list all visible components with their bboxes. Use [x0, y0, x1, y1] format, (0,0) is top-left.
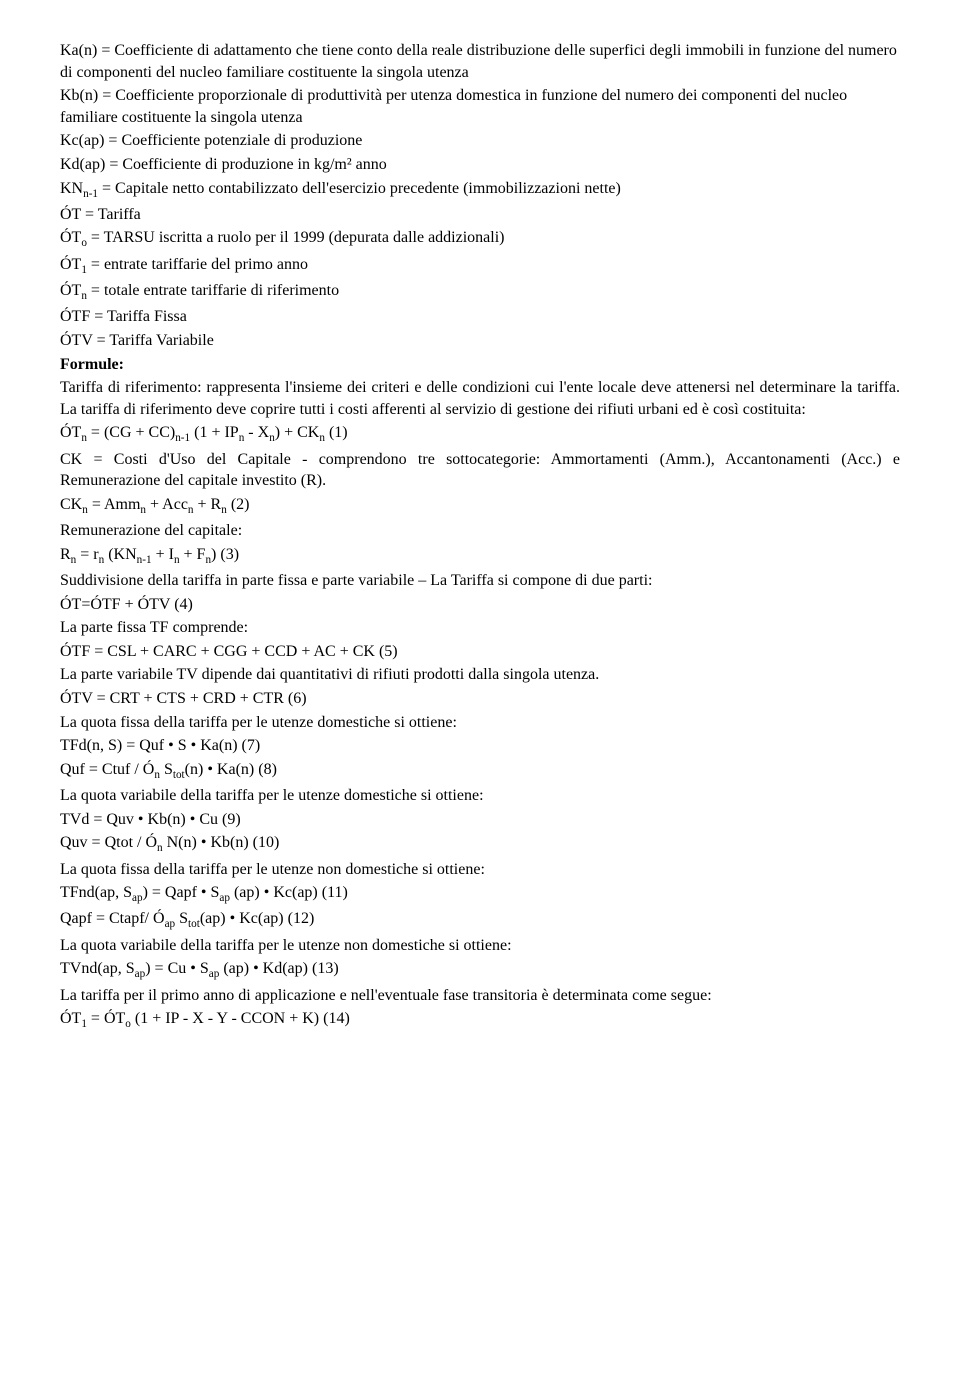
definition-line: Kc(ap) = Coefficiente potenziale di prod… — [60, 130, 900, 152]
formula-line: ÓT1 = ÓTo (1 + IP - X - Y - CCON + K) (1… — [60, 1008, 900, 1032]
formulas-section: Formule: Tariffa di riferimento: rappres… — [60, 354, 900, 1033]
formula-line: CK = Costi d'Uso del Capitale - comprend… — [60, 449, 900, 492]
formula-line: La tariffa per il primo anno di applicaz… — [60, 985, 900, 1007]
formula-line: Qapf = Ctapf/ Óap Stot(ap) • Kc(ap) (12) — [60, 908, 900, 932]
formula-line: La quota variabile della tariffa per le … — [60, 935, 900, 957]
formula-line: CKn = Ammn + Accn + Rn (2) — [60, 494, 900, 518]
formula-line: Quf = Ctuf / Ón Stot(n) • Ka(n) (8) — [60, 759, 900, 783]
formula-line: TVd = Quv • Kb(n) • Cu (9) — [60, 809, 900, 831]
formula-line: Remunerazione del capitale: — [60, 520, 900, 542]
definition-line: Kd(ap) = Coefficiente di produzione in k… — [60, 154, 900, 176]
formula-line: La quota variabile della tariffa per le … — [60, 785, 900, 807]
formula-line: ÓTV = CRT + CTS + CRD + CTR (6) — [60, 688, 900, 710]
definition-line: Ka(n) = Coefficiente di adattamento che … — [60, 40, 900, 83]
formula-line: TFd(n, S) = Quf • S • Ka(n) (7) — [60, 735, 900, 757]
formulas-title: Formule: — [60, 354, 900, 376]
formula-line: Quv = Qtot / Ón N(n) • Kb(n) (10) — [60, 832, 900, 856]
formula-line: Rn = rn (KNn-1 + In + Fn) (3) — [60, 544, 900, 568]
definition-line: ÓTo = TARSU iscritta a ruolo per il 1999… — [60, 227, 900, 251]
formula-line: ÓT=ÓTF + ÓTV (4) — [60, 594, 900, 616]
formula-line: ÓTF = CSL + CARC + CGG + CCD + AC + CK (… — [60, 641, 900, 663]
formula-line: TFnd(ap, Sap) = Qapf • Sap (ap) • Kc(ap)… — [60, 882, 900, 906]
definition-line: KNn-1 = Capitale netto contabilizzato de… — [60, 178, 900, 202]
definition-line: ÓTF = Tariffa Fissa — [60, 306, 900, 328]
formula-line: La quota fissa della tariffa per le uten… — [60, 712, 900, 734]
definitions-block: Ka(n) = Coefficiente di adattamento che … — [60, 40, 900, 352]
formula-line: TVnd(ap, Sap) = Cu • Sap (ap) • Kd(ap) (… — [60, 958, 900, 982]
formula-line: ÓTn = (CG + CC)n-1 (1 + IPn - Xn) + CKn … — [60, 422, 900, 446]
definition-line: Kb(n) = Coefficiente proporzionale di pr… — [60, 85, 900, 128]
definition-line: ÓTV = Tariffa Variabile — [60, 330, 900, 352]
formula-line: La quota fissa della tariffa per le uten… — [60, 859, 900, 881]
definition-line: ÓT = Tariffa — [60, 204, 900, 226]
formula-line: La parte variabile TV dipende dai quanti… — [60, 664, 900, 686]
definition-line: ÓT1 = entrate tariffarie del primo anno — [60, 254, 900, 278]
formula-line: Suddivisione della tariffa in parte fiss… — [60, 570, 900, 592]
formula-line: La parte fissa TF comprende: — [60, 617, 900, 639]
formula-lines: Tariffa di riferimento: rappresenta l'in… — [60, 377, 900, 1032]
formula-line: Tariffa di riferimento: rappresenta l'in… — [60, 377, 900, 420]
definition-line: ÓTn = totale entrate tariffarie di rifer… — [60, 280, 900, 304]
